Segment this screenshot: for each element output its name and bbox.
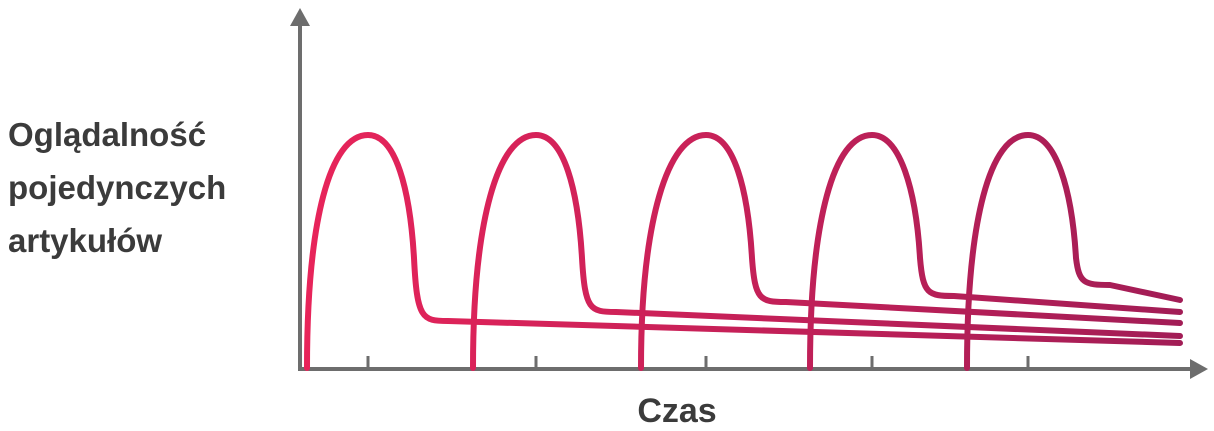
x-axis-label: Czas [637,392,717,430]
article-curve-1 [304,132,1183,371]
x-axis-arrow [1190,359,1208,379]
article-curve-2 [470,132,1183,371]
article-curve-3 [638,132,1183,371]
article-curve-5 [964,132,1183,371]
article-view-curves [304,132,1183,371]
y-axis-label: Oglądalność pojedynczych artykułów [8,116,227,259]
article-curve-4 [807,132,1183,371]
x-axis-ticks [366,356,1030,369]
y-axis-arrow [290,8,310,26]
